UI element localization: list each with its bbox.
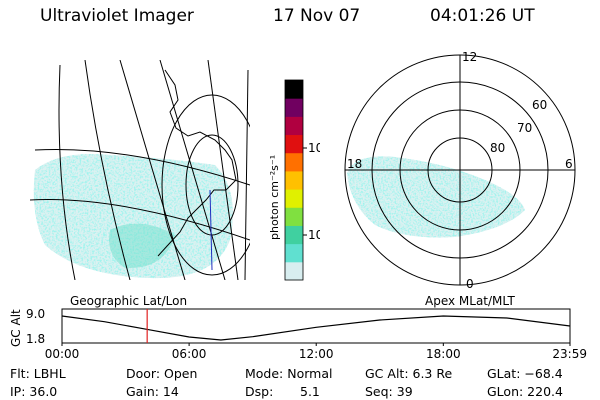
colorbar-cells bbox=[285, 80, 303, 281]
chart-ytick-max: 9.0 bbox=[26, 307, 45, 321]
colorbar-cell bbox=[285, 225, 303, 245]
chart-xtick-label: 12:00 bbox=[299, 347, 334, 361]
date-label: 17 Nov 07 bbox=[273, 6, 361, 26]
colorbar-cell bbox=[285, 134, 303, 154]
colorbar-cell bbox=[285, 116, 303, 136]
polar-mlt-plot: 12 6 0 18 60 70 80 bbox=[344, 50, 576, 291]
aurora-bright-patch bbox=[109, 223, 175, 269]
colorbar-cell bbox=[285, 80, 303, 99]
chart-ytick-min: 1.8 bbox=[26, 332, 45, 346]
colorbar-unit-label: photon cm⁻²s⁻¹ bbox=[268, 155, 281, 240]
satellite-track bbox=[209, 189, 213, 271]
glon-label: GLon: 220.4 bbox=[487, 384, 563, 399]
glat-label: GLat: −68.4 bbox=[487, 366, 563, 381]
ip-label: IP: 36.0 bbox=[10, 384, 58, 399]
time-label: 04:01:26 UT bbox=[430, 6, 535, 26]
instrument-title: Ultraviolet Imager bbox=[40, 6, 194, 26]
colorbar-cell bbox=[285, 189, 303, 208]
dsp-label: Dsp: bbox=[245, 384, 274, 399]
colorbar: 100 10 photon cm⁻²s⁻¹ bbox=[268, 79, 320, 281]
gc-altitude-chart: GC Alt 9.0 1.8 00:00 06:00 12:00 18:00 23:59 bbox=[9, 307, 587, 361]
mlt-label-6: 6 bbox=[565, 157, 573, 171]
polar-grid bbox=[344, 54, 576, 286]
chart-xtick-label: 18:00 bbox=[426, 347, 461, 361]
filter-label: Flt: LBHL bbox=[10, 366, 66, 381]
geographic-map-label: Geographic Lat/Lon bbox=[70, 294, 188, 308]
colorbar-cell bbox=[285, 207, 303, 226]
altitude-series-line bbox=[61, 315, 571, 341]
aurora-speckle-right bbox=[347, 156, 525, 238]
colorbar-cell bbox=[285, 98, 303, 117]
geographic-map bbox=[30, 60, 250, 280]
chart-xticks: 00:00 06:00 12:00 18:00 23:59 bbox=[45, 343, 587, 361]
chart-frame bbox=[61, 308, 571, 344]
door-label: Door: Open bbox=[126, 366, 198, 381]
mlt-label-12: 12 bbox=[462, 50, 477, 64]
mlt-label-18: 18 bbox=[347, 157, 362, 171]
apex-map-label: Apex MLat/MLT bbox=[425, 294, 515, 308]
lat-label-60: 60 bbox=[532, 98, 547, 112]
colorbar-tick-100: 100 bbox=[308, 141, 320, 155]
colorbar-cell bbox=[285, 152, 303, 172]
chart-xtick-label: 23:59 bbox=[552, 347, 587, 361]
gain-label: Gain: 14 bbox=[126, 384, 179, 399]
mlt-label-0: 0 bbox=[466, 277, 474, 291]
chart-ylabel: GC Alt bbox=[9, 309, 23, 347]
lat-label-70: 70 bbox=[517, 121, 532, 135]
colorbar-cell bbox=[285, 243, 303, 263]
chart-xtick-label: 06:00 bbox=[172, 347, 207, 361]
gc-alt-label: GC Alt: 6.3 Re bbox=[365, 366, 453, 381]
aurora-speckle-left bbox=[33, 154, 233, 279]
mode-label: Mode: Normal bbox=[245, 366, 333, 381]
colorbar-cell bbox=[285, 170, 303, 190]
seq-label: Seq: 39 bbox=[365, 384, 413, 399]
colorbar-cell bbox=[285, 261, 303, 281]
dsp-value: 5.1 bbox=[300, 384, 320, 399]
lat-lon-grid bbox=[30, 60, 250, 280]
lat-label-80: 80 bbox=[490, 141, 505, 155]
colorbar-tick-10: 10 bbox=[308, 228, 320, 242]
chart-xtick-label: 00:00 bbox=[45, 347, 80, 361]
coastline bbox=[157, 69, 237, 257]
